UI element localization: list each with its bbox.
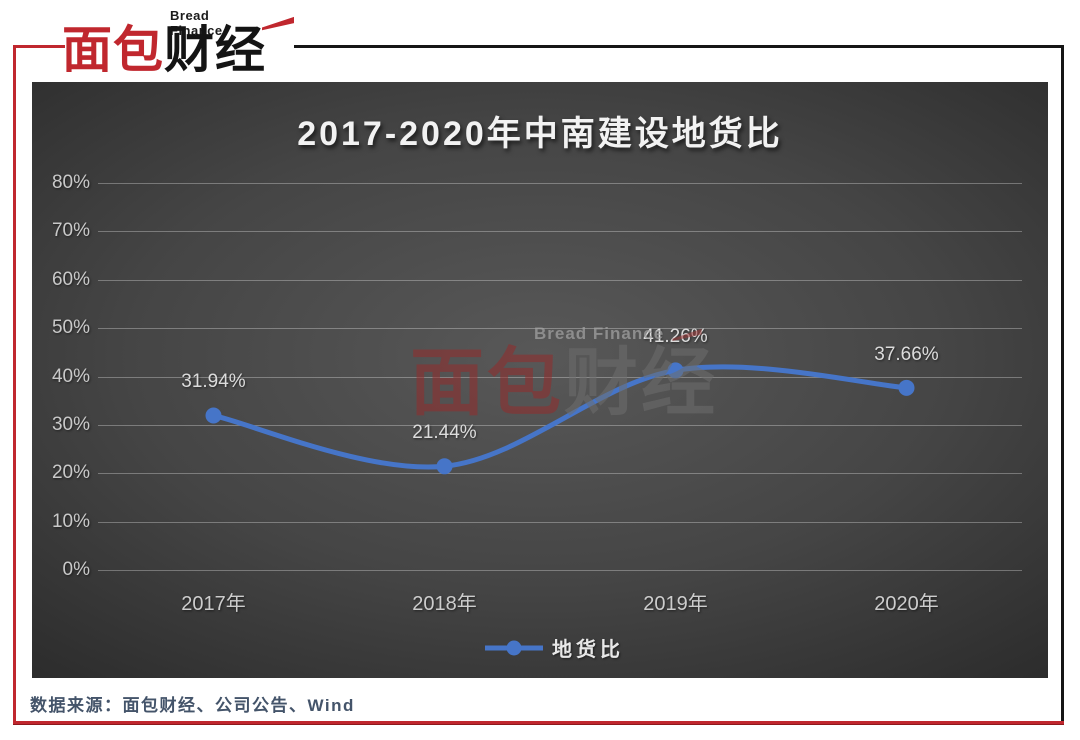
y-tick-label: 10% [51,510,90,532]
x-tick-label: 2020年 [874,593,939,615]
gridline [98,183,1022,184]
gridline [98,473,1022,475]
frame-left-border [13,45,16,725]
gridline [98,279,1022,281]
gridline [98,231,1022,233]
chart-title: 2017-2020年中南建设地货比 [297,115,783,153]
data-point-label: 21.44% [412,422,477,444]
x-tick-label: 2018年 [412,593,477,615]
y-tick-label: 40% [51,365,90,387]
chart-area: 2017-2020年中南建设地货比 80% 70% 60% 50% 40% 30% 20% 1… [32,82,1048,678]
gridline [98,570,1022,571]
data-point-marker [898,379,915,396]
brand-wordmark-red: 面包 [62,22,164,78]
data-point-label: 31.94% [181,371,246,393]
y-tick-label: 20% [51,462,90,484]
y-tick-label: 0% [62,559,90,580]
gridline [98,376,1022,378]
frame-right-border [1061,45,1064,725]
data-point-marker [667,362,684,379]
y-tick-label: 60% [51,268,90,290]
gridline [98,521,1022,523]
brand-subtitle-row: Bread Finance [170,8,294,38]
brand-subtitle: Bread Finance [170,8,223,38]
y-tick-label: 80% [51,172,90,193]
brand-flag-icon [261,16,294,31]
y-tick-label: 30% [51,413,90,435]
frame-bottom-border [13,721,1064,725]
source-note: 数据来源：面包财经、公司公告、Wind [30,696,355,715]
brand-wordmark-black: 财经 [164,22,266,78]
brand-wordmark: 面包财经 [62,24,266,77]
data-point-label: 41.26% [643,326,708,348]
header-rule-black [294,45,1064,48]
gridline [98,328,1022,330]
x-tick-label: 2017年 [181,593,246,615]
legend: 地货比 [484,633,624,662]
data-point-marker [436,458,453,475]
y-tick-label: 50% [51,317,90,339]
series-line [211,364,909,470]
gridline [98,424,1022,426]
brand-logo: Bread Finance 面包财经 [62,2,294,80]
header-rule-red [13,45,65,48]
legend-label: 地货比 [552,639,624,661]
x-tick-label: 2019年 [643,593,708,615]
legend-line-marker-icon [485,640,543,655]
line-series-plot [205,362,915,475]
data-point-label: 37.66% [874,343,939,365]
y-tick-label: 70% [51,220,90,242]
data-point-marker [205,407,222,424]
